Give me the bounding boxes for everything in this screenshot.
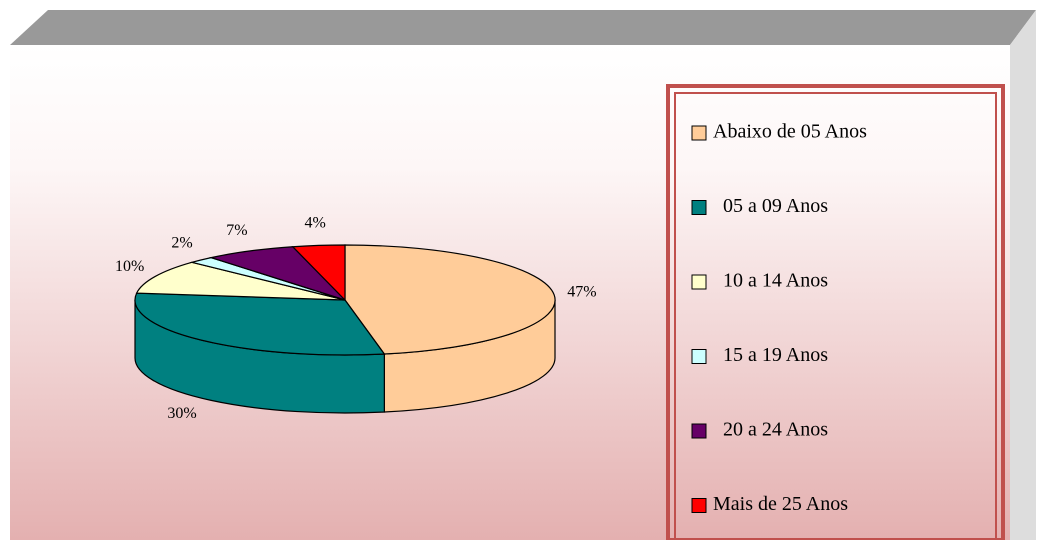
legend-label: 15 a 19 Anos <box>723 344 828 366</box>
data-label: 4% <box>305 214 326 231</box>
legend-swatch <box>691 125 707 141</box>
legend-swatch <box>691 349 707 364</box>
legend-label: 05 a 09 Anos <box>723 195 828 217</box>
data-label: 10% <box>115 258 144 275</box>
frame-top <box>10 10 1036 45</box>
legend-swatch <box>691 498 707 513</box>
pie-slice <box>134 292 386 356</box>
legend-swatch <box>691 423 707 439</box>
legend-border <box>666 84 1005 540</box>
legend-border-inner <box>674 92 997 540</box>
legend-swatch <box>691 200 707 215</box>
pie-slice <box>291 244 346 302</box>
legend-label: Mais de 25 Anos <box>713 493 848 515</box>
legend-label: 20 a 24 Anos <box>723 419 828 441</box>
legend-label: Abaixo de 05 Anos <box>713 121 867 143</box>
pie-slice <box>135 261 346 301</box>
data-label: 47% <box>567 283 596 300</box>
data-label: 2% <box>171 235 192 252</box>
frame-side <box>1010 10 1036 540</box>
data-label: 7% <box>226 222 247 239</box>
data-label: 30% <box>167 405 196 422</box>
pie-slice <box>344 244 556 355</box>
legend-swatch <box>691 274 707 290</box>
legend-label: 10 a 14 Anos <box>723 270 828 292</box>
